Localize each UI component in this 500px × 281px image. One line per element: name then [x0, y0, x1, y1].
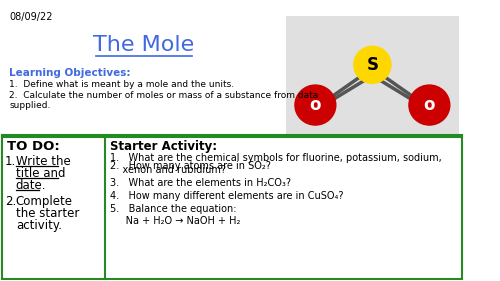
Text: title and: title and: [16, 167, 66, 180]
Text: Write the: Write the: [16, 155, 70, 168]
Text: the starter: the starter: [16, 207, 79, 220]
Text: date.: date.: [16, 179, 46, 192]
Text: 1.   What are the chemical symbols for fluorine, potassium, sodium,
    xenon an: 1. What are the chemical symbols for flu…: [110, 153, 442, 175]
FancyBboxPatch shape: [286, 16, 458, 138]
Text: 2.   How many atoms are in SO₂?: 2. How many atoms are in SO₂?: [110, 161, 270, 171]
Text: TO DO:: TO DO:: [6, 140, 60, 153]
Text: Starter Activity:: Starter Activity:: [110, 140, 216, 153]
Text: 5.   Balance the equation:: 5. Balance the equation:: [110, 204, 236, 214]
Text: o: o: [424, 96, 435, 114]
Bar: [2, 137, 462, 279]
Text: Na + H₂O → NaOH + H₂: Na + H₂O → NaOH + H₂: [110, 216, 240, 226]
Text: 1.: 1.: [4, 155, 16, 168]
Text: 2.: 2.: [4, 195, 16, 208]
Text: 1.  Define what is meant by a mole and the units.: 1. Define what is meant by a mole and th…: [10, 80, 234, 89]
Text: o: o: [310, 96, 321, 114]
Text: activity.: activity.: [16, 219, 62, 232]
Text: S: S: [366, 56, 378, 74]
Ellipse shape: [295, 85, 336, 125]
Ellipse shape: [354, 46, 391, 83]
Text: 4.   How many different elements are in CuSO₄?: 4. How many different elements are in Cu…: [110, 191, 343, 201]
Ellipse shape: [409, 85, 450, 125]
Text: 08/09/22: 08/09/22: [10, 12, 53, 22]
Text: Learning Objectives:: Learning Objectives:: [10, 68, 131, 78]
Text: The Mole: The Mole: [94, 35, 194, 55]
Text: Complete: Complete: [16, 195, 73, 208]
Text: 2.  Calculate the number of moles or mass of a substance from data
supplied.: 2. Calculate the number of moles or mass…: [10, 91, 318, 110]
Text: 3.   What are the elements in H₂CO₃?: 3. What are the elements in H₂CO₃?: [110, 178, 290, 188]
